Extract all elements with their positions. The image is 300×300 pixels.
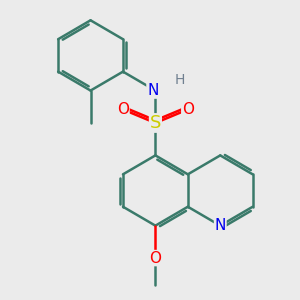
Text: O: O <box>149 250 161 266</box>
Text: O: O <box>182 102 194 117</box>
Text: N: N <box>147 83 158 98</box>
Text: H: H <box>175 73 185 87</box>
Text: O: O <box>117 102 129 117</box>
Text: N: N <box>214 218 226 233</box>
Text: S: S <box>150 114 161 132</box>
